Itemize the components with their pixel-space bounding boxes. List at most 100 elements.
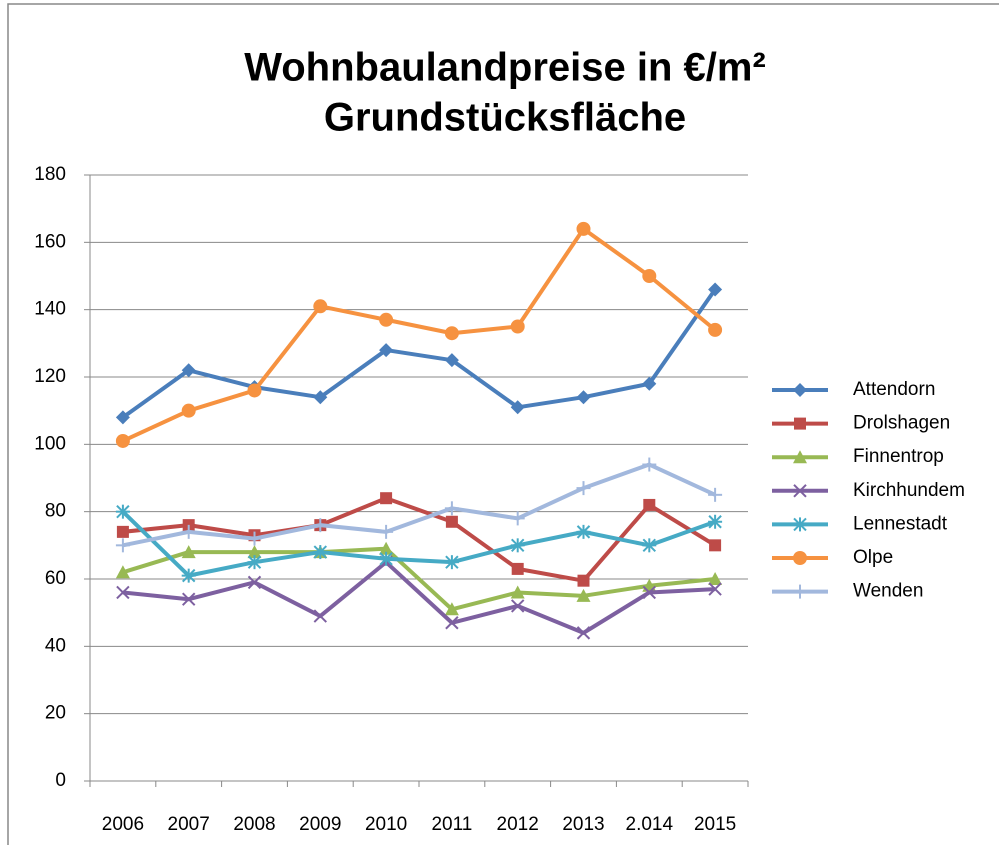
marker — [445, 616, 459, 630]
series-line — [122, 496, 717, 583]
marker — [793, 484, 807, 498]
marker — [116, 525, 129, 538]
marker — [510, 511, 525, 526]
marker — [115, 433, 130, 448]
marker-stroke — [510, 599, 525, 613]
marker — [576, 588, 591, 602]
marker — [793, 450, 807, 464]
y-tick-label: 60 — [45, 568, 66, 589]
marker — [379, 541, 394, 555]
marker-stroke — [116, 585, 130, 600]
series-line — [122, 462, 716, 548]
series-line — [121, 288, 717, 420]
marker — [444, 353, 459, 368]
marker — [708, 582, 722, 596]
marker-stroke — [313, 609, 328, 623]
y-tick-label: 160 — [34, 231, 66, 252]
marker — [510, 585, 525, 599]
x-tick-label: 2009 — [299, 814, 341, 835]
marker — [313, 609, 328, 623]
marker — [576, 390, 591, 405]
marker-stroke — [642, 585, 657, 600]
marker — [116, 585, 130, 600]
chart-title: Wohnbaulandpreise in €/m² — [244, 46, 766, 90]
marker — [181, 568, 196, 583]
legend-label: Attendorn — [853, 379, 935, 400]
y-tick-label: 40 — [45, 635, 66, 656]
x-tick-label: 2007 — [168, 814, 210, 835]
marker — [642, 269, 657, 283]
marker-stroke — [793, 484, 807, 498]
marker — [642, 538, 657, 553]
y-tick-label: 0 — [55, 770, 66, 791]
marker — [708, 322, 723, 337]
x-tick-label: 2006 — [102, 814, 144, 835]
marker — [576, 626, 591, 640]
marker — [577, 574, 590, 587]
marker — [313, 390, 328, 405]
x-tick-label: 2012 — [497, 814, 539, 835]
legend-label: Kirchhundem — [853, 480, 965, 501]
marker — [793, 517, 807, 532]
marker — [247, 383, 262, 398]
marker — [313, 545, 328, 560]
series-line — [121, 510, 716, 578]
y-tick-label: 80 — [45, 501, 66, 522]
marker — [510, 319, 525, 334]
marker — [708, 572, 723, 585]
marker — [181, 545, 196, 559]
marker — [181, 524, 196, 539]
marker — [444, 555, 459, 570]
x-tick-label: 2008 — [233, 814, 275, 835]
x-tick-label: 2013 — [562, 814, 604, 835]
legend-label: Olpe — [853, 547, 893, 568]
marker — [313, 299, 328, 314]
marker — [247, 545, 262, 559]
x-tick-label: 2010 — [365, 814, 407, 835]
chart-subtitle: Grundstücksfläche — [324, 96, 686, 140]
marker — [379, 312, 394, 327]
marker — [793, 383, 807, 397]
marker — [642, 585, 657, 600]
marker — [445, 515, 458, 528]
marker — [576, 481, 591, 496]
marker-stroke — [576, 626, 591, 640]
legend-label: Drolshagen — [853, 413, 950, 434]
marker — [115, 410, 130, 425]
marker-stroke — [708, 582, 722, 596]
marker — [181, 403, 196, 418]
marker — [379, 524, 394, 539]
marker — [793, 584, 807, 599]
y-tick-label: 20 — [45, 703, 66, 724]
marker — [379, 551, 394, 566]
y-tick-label: 180 — [34, 164, 66, 185]
marker — [511, 562, 524, 575]
marker — [793, 551, 807, 565]
legend-label: Lennestadt — [853, 513, 948, 534]
x-tick-label: 2.014 — [626, 814, 674, 835]
chart-frame — [7, 3, 999, 845]
marker — [115, 565, 130, 579]
marker — [181, 592, 196, 606]
marker — [708, 514, 723, 529]
marker — [247, 531, 262, 546]
marker — [794, 417, 806, 430]
y-tick-label: 140 — [34, 299, 66, 320]
marker-stroke — [445, 616, 459, 630]
marker — [247, 575, 262, 590]
marker — [643, 498, 656, 511]
marker — [576, 524, 591, 539]
series-line — [122, 560, 716, 635]
marker — [576, 221, 591, 236]
marker — [510, 599, 525, 613]
marker — [708, 282, 723, 297]
marker — [642, 457, 657, 472]
marker — [379, 343, 394, 358]
x-tick-label: 2011 — [431, 814, 472, 835]
marker — [115, 538, 130, 553]
marker — [708, 487, 723, 502]
marker-stroke — [247, 575, 262, 590]
marker — [510, 538, 525, 553]
